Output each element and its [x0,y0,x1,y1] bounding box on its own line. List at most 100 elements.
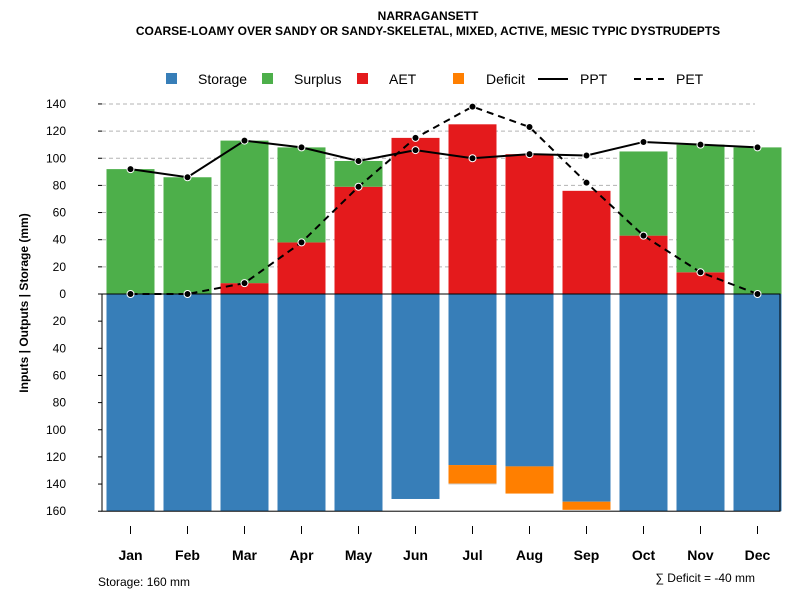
legend-swatch-aet [357,73,368,84]
aet-bar [562,190,611,294]
storage-bar [505,294,554,467]
aet-bar [334,186,383,294]
ppt-point [126,165,135,174]
pet-line [130,105,758,295]
surplus-bar [619,151,668,236]
pet-point [297,238,306,247]
surplus-bar [220,140,269,284]
x-tick-label-jul: Jul [462,547,482,563]
storage-bar [733,294,782,512]
bars [106,124,782,512]
ppt-point [582,151,591,160]
y-tick-label: 120 [46,450,66,464]
aet-bar [505,154,554,294]
legend-swatch-surplus [262,73,273,84]
pet-point [240,279,249,288]
x-tick-label-mar: Mar [232,547,257,563]
legend-label-storage: Storage [198,71,247,87]
ppt-point [354,156,363,165]
legend-label-aet: AET [389,71,417,87]
axes: 140 120 100 80 60 40 20 0 20 40 60 80 100 120 140 160 Ja… [46,97,781,563]
surplus-bar [733,147,782,294]
pet-point [582,178,591,187]
ppt-point [183,173,192,182]
storage-bar [448,294,497,466]
storage-bar [163,294,212,512]
pet-point [126,290,135,298]
storage-bar [676,294,725,512]
y-tick-label: 140 [46,477,66,491]
y-tick-label: 100 [46,423,66,437]
storage-bar [334,294,383,512]
pet-point [354,182,363,191]
x-tick-label-jan: Jan [118,547,142,563]
y-tick-label: 40 [53,233,67,247]
x-tick-label-apr: Apr [289,547,314,563]
pet-point [639,231,648,240]
ppt-point [411,146,420,155]
pet-point [468,102,477,111]
x-tick-label-nov: Nov [687,547,714,563]
pet-point [696,268,705,277]
pet-point [525,123,534,132]
storage-bar [106,294,155,512]
legend-label-surplus: Surplus [294,71,341,87]
y-tick-label: 80 [53,178,67,192]
y-tick-label: 160 [46,504,66,518]
storage-bar [220,294,269,512]
legend-swatch-deficit [453,73,464,84]
y-tick-label: 60 [53,368,67,382]
surplus-bar [676,144,725,273]
ppt-point [753,143,762,152]
legend-label-deficit: Deficit [486,71,525,87]
deficit-total-label: ∑ Deficit = -40 mm [655,571,755,585]
x-tick-label-sep: Sep [574,547,600,563]
aet-bar [277,242,326,294]
legend-swatch-storage [166,73,177,84]
ppt-point [639,137,648,146]
y-tick-label: 120 [46,124,66,138]
aet-bar [448,124,497,294]
ppt-point [240,136,249,145]
x-tick-label-jun: Jun [403,547,428,563]
y-tick-label: 0 [59,287,66,301]
chart-title: NARRAGANSETT [378,9,479,23]
lines [126,102,762,298]
x-tick-label-feb: Feb [175,547,200,563]
deficit-bar [505,466,554,494]
x-tick-label-aug: Aug [516,547,543,563]
y-tick-label: 100 [46,151,66,165]
pet-point [183,290,192,298]
aet-bar [619,235,668,294]
x-tick-label-may: May [345,547,372,563]
legend-label-ppt: PPT [580,71,608,87]
aet-bar [391,137,440,294]
aet-bar [220,283,269,294]
y-axis-label: Inputs | Outputs | Storage (mm) [17,213,31,392]
legend: Storage Surplus AET Deficit PPT PET [166,71,704,87]
storage-bar [391,294,440,499]
y-tick-label: 20 [53,314,67,328]
y-tick-label: 40 [53,341,67,355]
chart-subtitle: COARSE-LOAMY OVER SANDY OR SANDY-SKELETA… [136,24,720,38]
surplus-bar [277,147,326,243]
surplus-bar [163,177,212,294]
x-tick-label-dec: Dec [745,547,771,563]
y-tick-label: 140 [46,97,66,111]
storage-bar [562,294,611,502]
storage-bar [619,294,668,512]
ppt-point [696,140,705,149]
surplus-bar [334,160,383,187]
ppt-line [130,139,758,179]
pet-point [411,133,420,142]
storage-bar [277,294,326,512]
aet-bar [676,272,725,294]
y-tick-label: 20 [53,260,67,274]
x-tick-label-oct: Oct [632,547,656,563]
storage-capacity-label: Storage: 160 mm [98,575,190,589]
legend-label-pet: PET [676,71,704,87]
deficit-bar [562,501,611,510]
ppt-point [297,143,306,152]
y-tick-label: 60 [53,206,67,220]
